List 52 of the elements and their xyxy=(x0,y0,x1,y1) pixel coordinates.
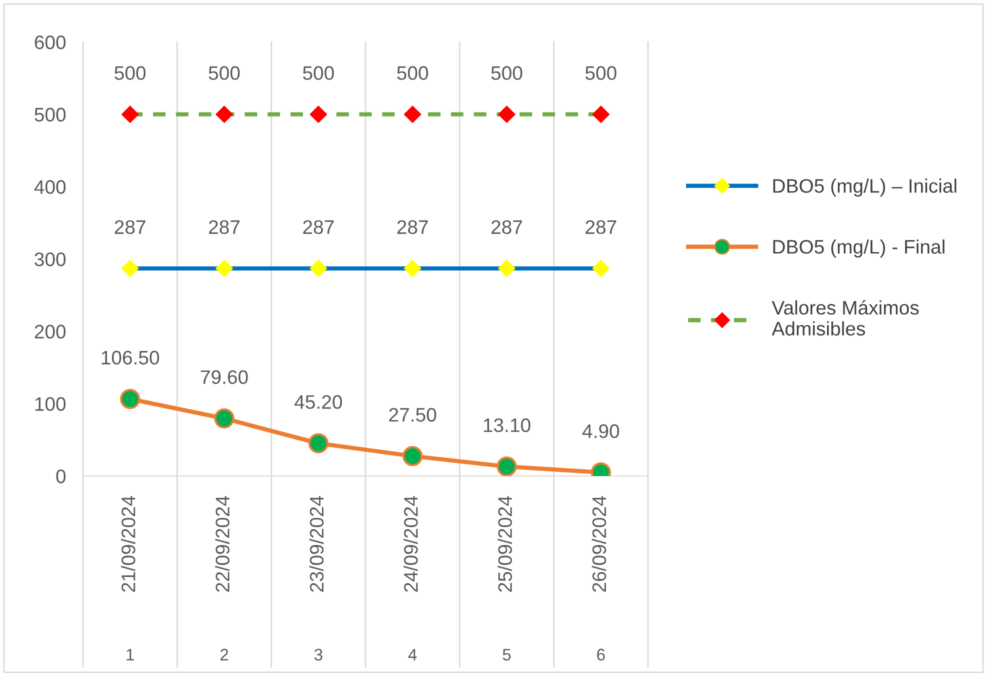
x-tick-label: 26/09/2024 xyxy=(592,496,606,592)
data-label: 287 xyxy=(492,220,522,234)
text: 4 xyxy=(408,648,417,660)
point xyxy=(498,260,516,278)
x-tick-label: 23/09/2024 xyxy=(309,496,324,592)
data-label: 287 xyxy=(303,220,334,234)
data-label: 287 xyxy=(586,220,616,234)
data-label: 79.60 xyxy=(200,370,248,384)
data-label: 287 xyxy=(397,220,428,234)
x-tick-label: 21/09/2024 xyxy=(121,496,136,592)
data-label: 500 xyxy=(397,66,428,80)
y-tick-label: 200 xyxy=(34,324,66,339)
x-tick-label: 25/09/2024 xyxy=(498,496,512,592)
text: 5 xyxy=(502,648,511,661)
point xyxy=(310,105,328,124)
data-label: 287 xyxy=(114,220,146,234)
x-tick-label: 24/09/2024 xyxy=(404,496,418,592)
data-label: 27.50 xyxy=(389,408,436,422)
data-label: 287 xyxy=(209,220,240,234)
y-tick-label: 500 xyxy=(34,108,66,122)
data-label: 4.90 xyxy=(582,424,620,438)
data-label: 13.10 xyxy=(484,418,530,432)
data-label: 106.50 xyxy=(102,350,160,365)
point xyxy=(310,260,328,278)
point xyxy=(215,105,234,124)
data-label: 500 xyxy=(491,66,522,80)
data-label: 500 xyxy=(208,66,240,80)
point xyxy=(592,105,610,124)
data-label: 500 xyxy=(302,66,334,80)
text: 1 xyxy=(126,648,134,660)
data-label: 500 xyxy=(585,66,616,80)
y-tick-label: 400 xyxy=(34,180,66,194)
text: 6 xyxy=(597,648,605,661)
data-label: 45.20 xyxy=(294,395,342,409)
y-tick-label: 0 xyxy=(56,469,66,484)
data-label: 500 xyxy=(114,66,146,80)
point xyxy=(121,105,139,124)
x-tick-label: 22/09/2024 xyxy=(215,496,230,592)
point xyxy=(404,260,422,278)
legend-label: DBO5 (mg/L) - Final xyxy=(773,239,944,258)
text: 3 xyxy=(314,648,322,661)
y-tick-label: 600 xyxy=(34,35,66,50)
point xyxy=(498,105,516,124)
point xyxy=(592,260,610,278)
point xyxy=(404,105,422,124)
point xyxy=(215,260,234,278)
legend-label: Valores Máximos Admisibles xyxy=(772,300,919,336)
y-tick-label: 300 xyxy=(34,252,66,266)
point xyxy=(121,260,139,278)
y-tick-label: 100 xyxy=(35,397,66,411)
text: 2 xyxy=(220,648,228,660)
legend-label: DBO5 (mg/L) – Inicial xyxy=(773,178,956,197)
